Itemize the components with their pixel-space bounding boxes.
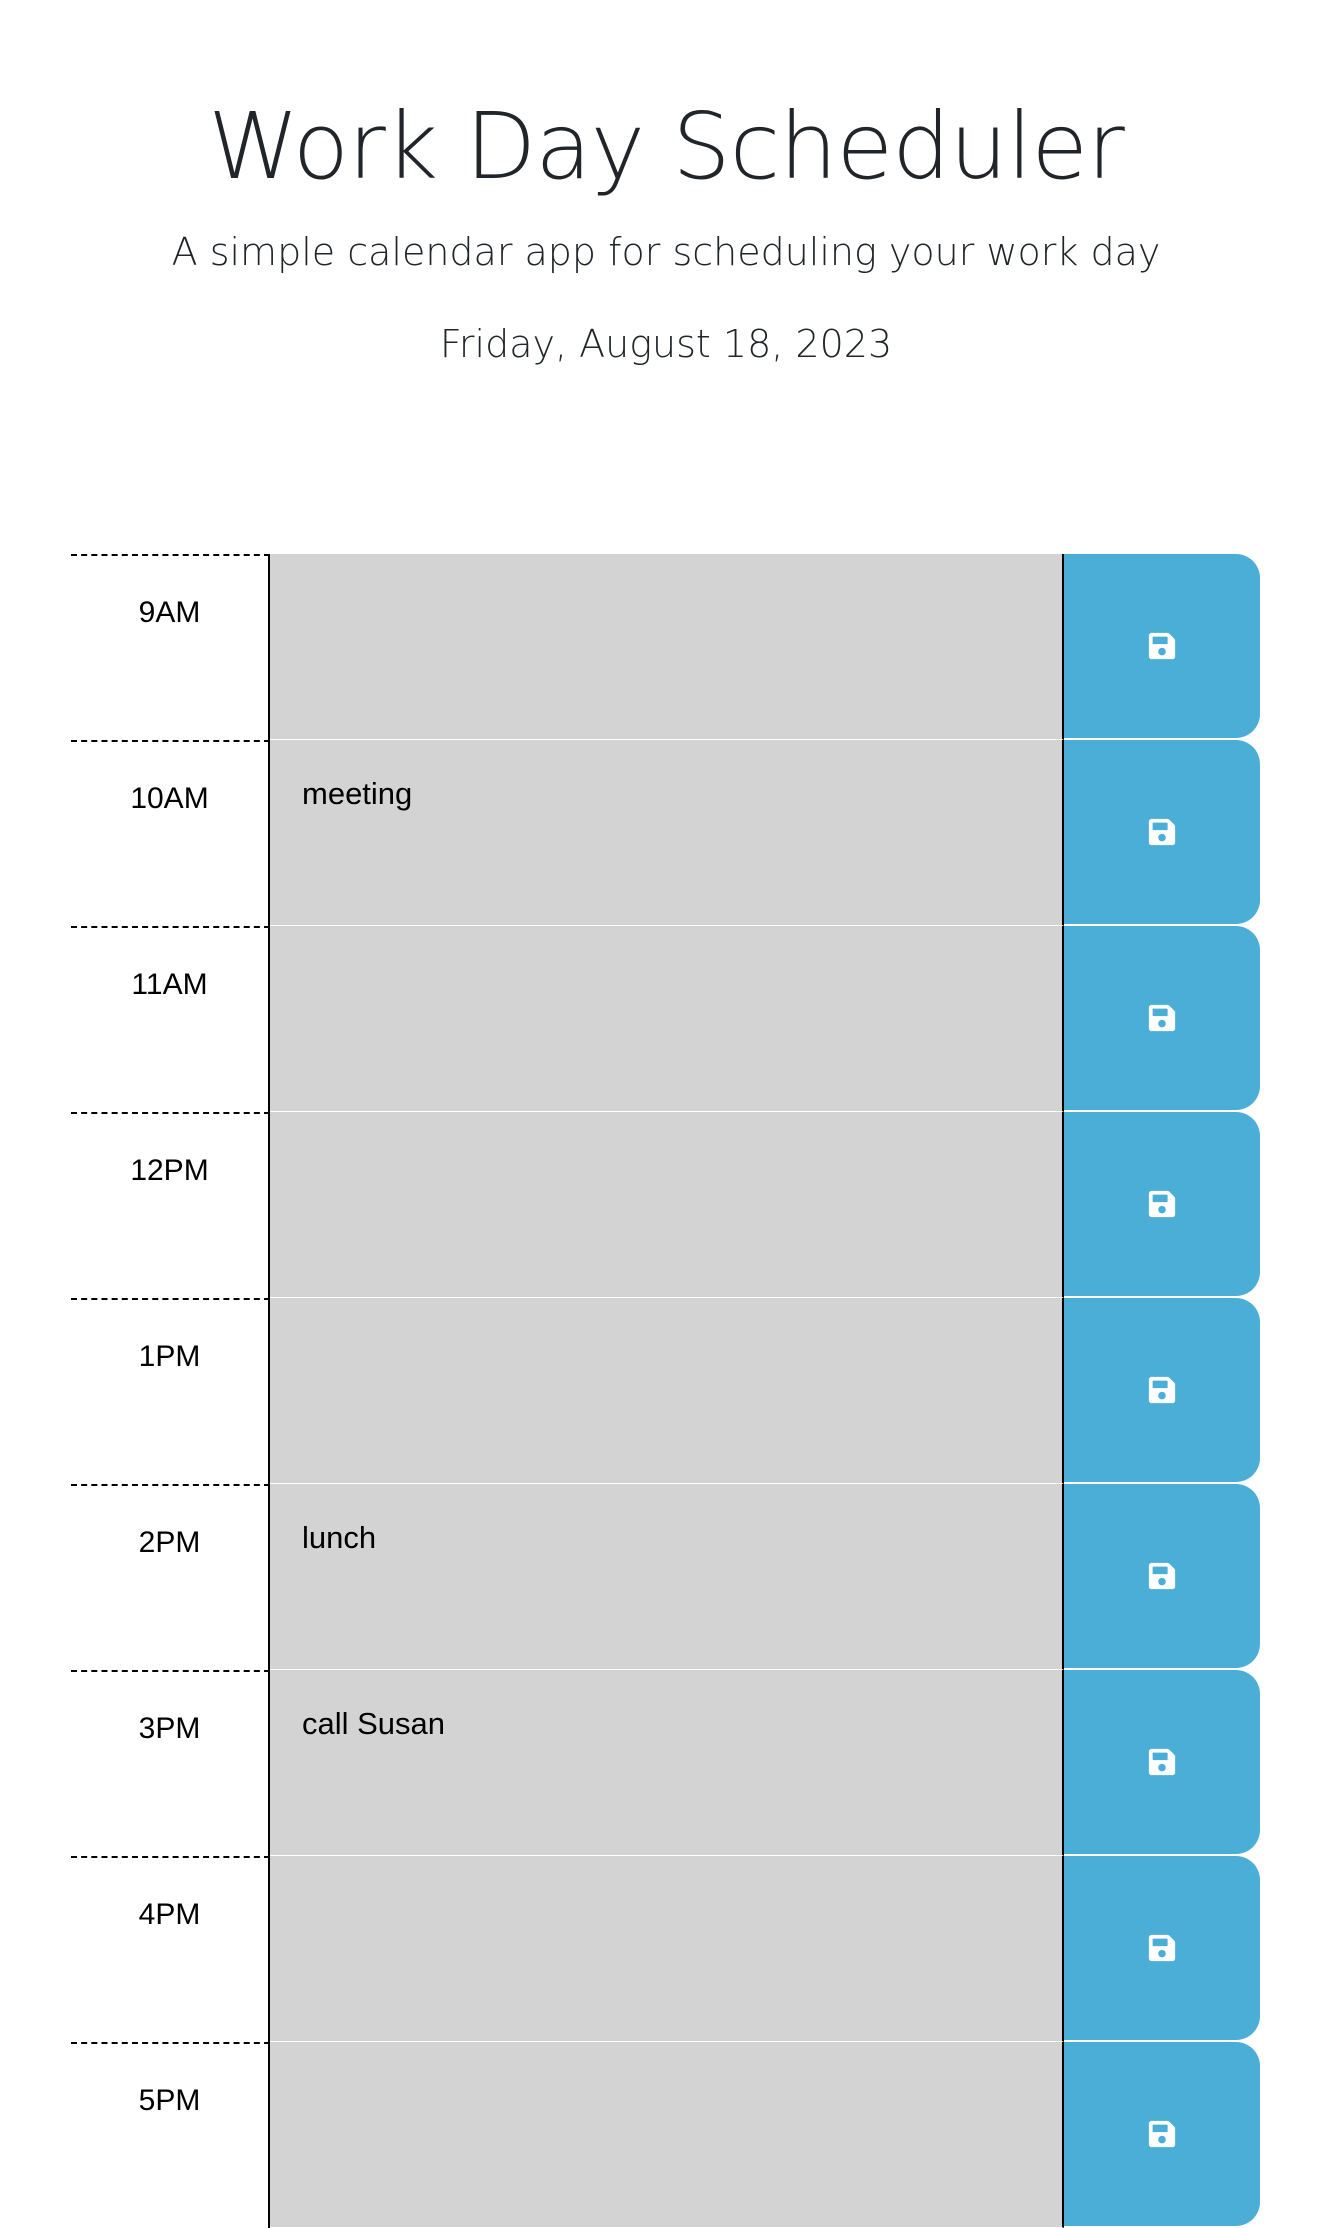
- hour-label: 2PM: [71, 1484, 270, 1670]
- time-block-10am: 10AM meeting: [71, 740, 1261, 926]
- save-button[interactable]: [1064, 2042, 1260, 2226]
- event-description-input[interactable]: [270, 2042, 1064, 2228]
- schedule-container: 9AM 10AM meeting 11AM 12PM 1PM 2PM lu: [71, 554, 1261, 2228]
- time-block-5pm: 5PM: [71, 2042, 1261, 2228]
- save-button[interactable]: [1064, 926, 1260, 1110]
- time-block-4pm: 4PM: [71, 1856, 1261, 2042]
- time-block-3pm: 3PM call Susan: [71, 1670, 1261, 1856]
- hour-label: 5PM: [71, 2042, 270, 2228]
- floppy-disk-icon: [1148, 1562, 1176, 1590]
- event-description-input[interactable]: call Susan: [270, 1670, 1064, 1856]
- save-button[interactable]: [1064, 1670, 1260, 1854]
- save-button[interactable]: [1064, 1856, 1260, 2040]
- hour-label: 9AM: [71, 554, 270, 740]
- hour-label: 10AM: [71, 740, 270, 926]
- save-button[interactable]: [1064, 554, 1260, 738]
- floppy-disk-icon: [1148, 1748, 1176, 1776]
- time-block-1pm: 1PM: [71, 1298, 1261, 1484]
- floppy-disk-icon: [1148, 632, 1176, 660]
- event-description-input[interactable]: [270, 1112, 1064, 1298]
- floppy-disk-icon: [1148, 1376, 1176, 1404]
- floppy-disk-icon: [1148, 1934, 1176, 1962]
- save-button[interactable]: [1064, 1298, 1260, 1482]
- page-title: Work Day Scheduler: [208, 93, 1125, 200]
- time-block-11am: 11AM: [71, 926, 1261, 1112]
- time-block-2pm: 2PM lunch: [71, 1484, 1261, 1670]
- event-description-input[interactable]: [270, 1856, 1064, 2042]
- save-button[interactable]: [1064, 1484, 1260, 1668]
- floppy-disk-icon: [1148, 1190, 1176, 1218]
- event-description-input[interactable]: [270, 1298, 1064, 1484]
- time-block-9am: 9AM: [71, 554, 1261, 740]
- page-subtitle: A simple calendar app for scheduling you…: [171, 230, 1161, 274]
- floppy-disk-icon: [1148, 1004, 1176, 1032]
- hour-label: 3PM: [71, 1670, 270, 1856]
- save-button[interactable]: [1064, 740, 1260, 924]
- hour-label: 11AM: [71, 926, 270, 1112]
- hour-label: 4PM: [71, 1856, 270, 2042]
- time-block-12pm: 12PM: [71, 1112, 1261, 1298]
- current-day: Friday, August 18, 2023: [439, 322, 893, 366]
- floppy-disk-icon: [1148, 2120, 1176, 2148]
- event-description-input[interactable]: lunch: [270, 1484, 1064, 1670]
- event-description-input[interactable]: [270, 926, 1064, 1112]
- hour-label: 12PM: [71, 1112, 270, 1298]
- hour-label: 1PM: [71, 1298, 270, 1484]
- event-description-input[interactable]: [270, 554, 1064, 740]
- save-button[interactable]: [1064, 1112, 1260, 1296]
- event-description-input[interactable]: meeting: [270, 740, 1064, 926]
- floppy-disk-icon: [1148, 818, 1176, 846]
